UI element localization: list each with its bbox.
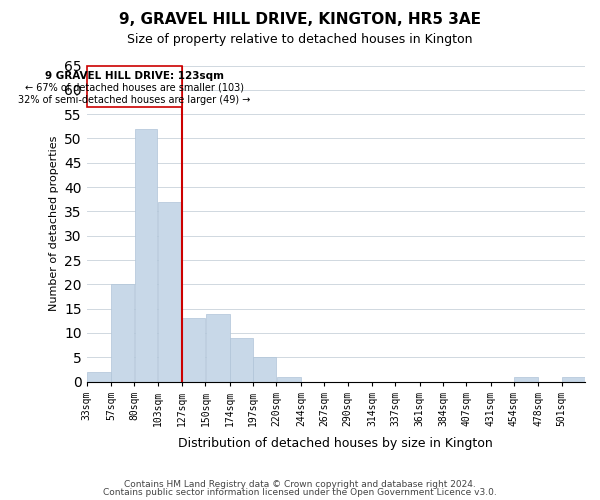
Bar — [158, 202, 182, 382]
Text: 32% of semi-detached houses are larger (49) →: 32% of semi-detached houses are larger (… — [18, 94, 251, 104]
Text: Size of property relative to detached houses in Kington: Size of property relative to detached ho… — [127, 32, 473, 46]
Bar — [134, 128, 157, 382]
Bar — [253, 358, 276, 382]
Bar — [87, 372, 111, 382]
Text: 9 GRAVEL HILL DRIVE: 123sqm: 9 GRAVEL HILL DRIVE: 123sqm — [45, 72, 224, 82]
Text: Contains HM Land Registry data © Crown copyright and database right 2024.: Contains HM Land Registry data © Crown c… — [124, 480, 476, 489]
FancyBboxPatch shape — [86, 66, 182, 107]
Bar — [182, 318, 205, 382]
Text: ← 67% of detached houses are smaller (103): ← 67% of detached houses are smaller (10… — [25, 82, 244, 92]
Text: 9, GRAVEL HILL DRIVE, KINGTON, HR5 3AE: 9, GRAVEL HILL DRIVE, KINGTON, HR5 3AE — [119, 12, 481, 28]
Bar — [206, 314, 230, 382]
Bar — [562, 376, 585, 382]
Bar — [230, 338, 253, 382]
Bar — [514, 376, 538, 382]
Bar — [277, 376, 301, 382]
Bar — [111, 284, 134, 382]
Y-axis label: Number of detached properties: Number of detached properties — [49, 136, 59, 311]
X-axis label: Distribution of detached houses by size in Kington: Distribution of detached houses by size … — [178, 437, 493, 450]
Text: Contains public sector information licensed under the Open Government Licence v3: Contains public sector information licen… — [103, 488, 497, 497]
